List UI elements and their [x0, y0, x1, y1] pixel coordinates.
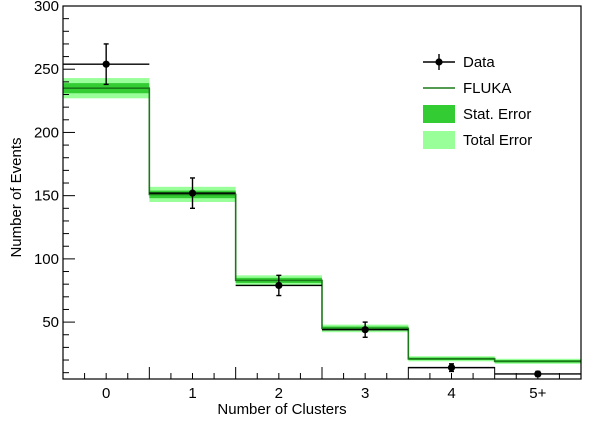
data-marker — [102, 60, 110, 68]
legend-stat-error-swatch — [423, 105, 455, 123]
y-tick-label: 150 — [34, 188, 59, 205]
data-points — [63, 43, 581, 378]
data-point — [408, 363, 495, 373]
data-marker — [275, 281, 283, 290]
x-axis-title: Number of Clusters — [217, 401, 346, 418]
y-axis-title: Number of Events — [8, 137, 25, 257]
legend-label-fluka: FLUKA — [463, 80, 511, 97]
x-tick-label: 2 — [275, 385, 283, 402]
legend-label-stat-error: Stat. Error — [463, 106, 531, 123]
legend-item-stat-error: Stat. Error — [423, 105, 531, 123]
legend-item-fluka: FLUKA — [423, 80, 511, 97]
legend-item-data: Data — [423, 54, 495, 71]
data-marker — [188, 189, 197, 197]
legend: Data FLUKA Stat. Error Total Error — [423, 54, 532, 149]
y-axis: 50 100 150 200 250 300 — [34, 0, 75, 374]
fluka-step-line — [63, 87, 581, 363]
x-tick-label: 0 — [102, 385, 110, 402]
legend-item-total-error: Total Error — [423, 131, 532, 149]
data-point — [149, 177, 236, 210]
legend-label-total-error: Total Error — [463, 132, 532, 149]
x-axis: 0 1 2 3 4 5+ — [84, 367, 560, 402]
data-point — [235, 274, 322, 297]
y-tick-label: 50 — [42, 314, 59, 331]
data-marker — [361, 326, 369, 334]
x-tick-label: 1 — [188, 385, 196, 402]
x-tick-label: 4 — [447, 385, 455, 402]
legend-label-data: Data — [463, 54, 495, 71]
y-tick-label: 300 — [34, 0, 59, 15]
y-tick-label: 200 — [34, 124, 59, 141]
data-marker — [447, 364, 456, 372]
legend-data-marker — [435, 58, 443, 66]
x-tick-label: 5+ — [529, 385, 546, 402]
y-tick-label: 250 — [34, 61, 59, 78]
data-point — [322, 321, 409, 338]
y-tick-label: 100 — [34, 251, 59, 268]
x-tick-label: 3 — [361, 385, 369, 402]
data-point — [63, 43, 150, 86]
legend-total-error-swatch — [423, 131, 455, 149]
